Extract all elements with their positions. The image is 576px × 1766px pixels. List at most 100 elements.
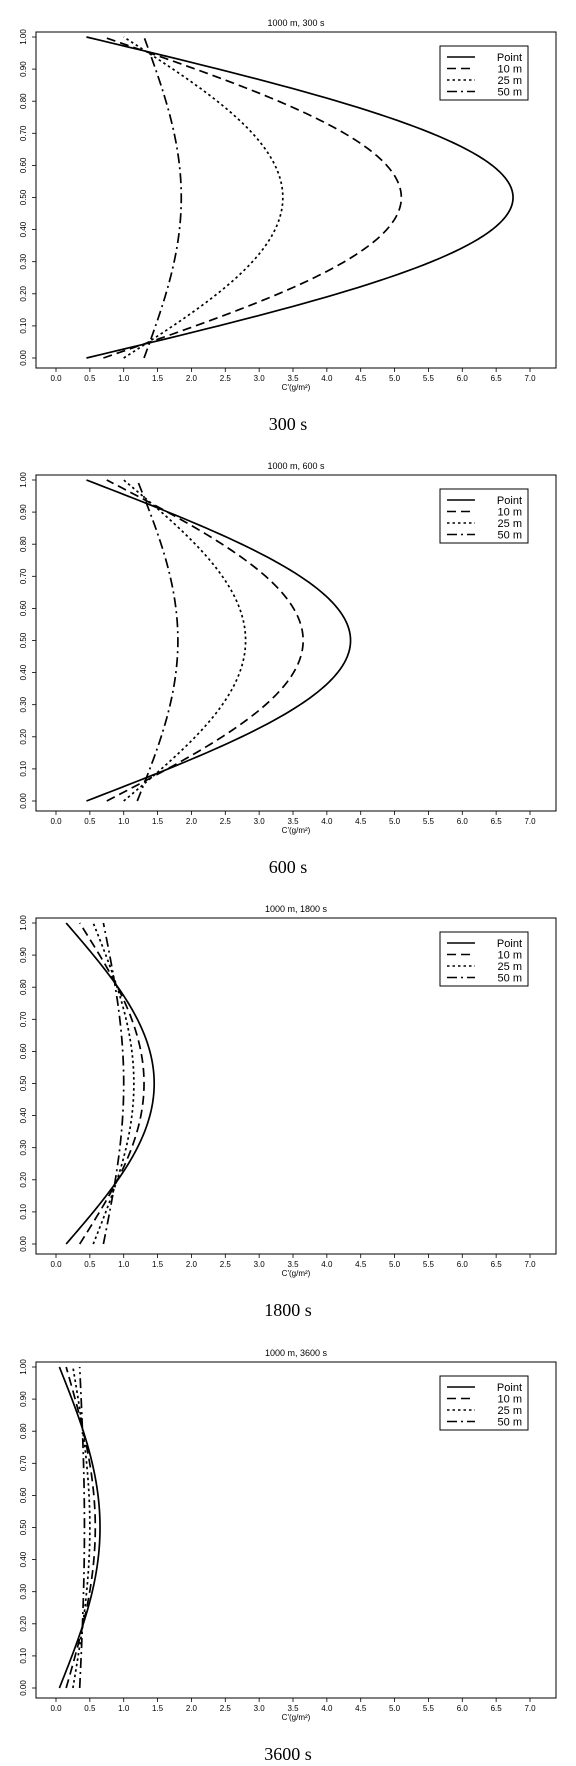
series-line-point [65,922,156,1245]
x-axis-label: C'(g/m²) [282,383,311,392]
y-tick-label: 0.20 [19,1615,28,1631]
y-tick-label: 0.20 [19,285,28,301]
y-tick-label: 0.50 [19,1519,28,1535]
x-tick-label: 6.0 [457,1704,469,1713]
x-tick-label: 7.0 [524,1260,536,1269]
x-tick-label: 0.5 [84,817,96,826]
y-tick-label: 0.00 [19,793,28,809]
legend-label: Point [497,1382,522,1394]
y-tick-label: 0.50 [19,1075,28,1091]
y-tick-label: 0.70 [19,125,28,141]
x-tick-label: 4.5 [355,817,367,826]
x-tick-label: 5.5 [423,374,435,383]
legend-label: 50 m [498,1417,522,1429]
legend-label: 25 m [498,961,522,973]
x-tick-label: 4.5 [355,374,367,383]
x-tick-label: 3.0 [254,817,266,826]
series-line-25-m [72,1366,91,1689]
x-tick-label: 5.0 [389,817,401,826]
x-tick-label: 0.0 [50,374,62,383]
y-tick-label: 0.40 [19,1107,28,1123]
x-tick-label: 0.5 [84,1704,96,1713]
y-tick-label: 0.60 [19,600,28,616]
y-tick-label: 0.00 [19,350,28,366]
chart-title: 1000 m, 600 s [267,461,325,471]
x-tick-label: 2.0 [186,817,198,826]
y-tick-label: 0.70 [19,568,28,584]
series-line-10-m [103,36,403,359]
x-tick-label: 4.5 [355,1704,367,1713]
x-tick-label: 1.0 [118,374,130,383]
x-tick-label: 1.5 [152,1260,164,1269]
x-tick-label: 6.5 [491,1704,503,1713]
caption-1800s: 1800 s [264,1300,312,1320]
x-tick-label: 6.5 [491,374,503,383]
y-tick-label: 1.00 [19,915,28,931]
y-tick-label: 0.10 [19,1648,28,1664]
plot-frame [35,1361,557,1699]
x-tick-label: 4.0 [321,1704,333,1713]
series-line-point [86,479,352,802]
chart-title: 1000 m, 1800 s [265,904,328,914]
chart-3: 1000 m, 3600 s 0.00 0.10 0.20 0.30 0.40 0.50 0.… [19,1348,557,1722]
x-tick-label: 6.0 [457,817,469,826]
x-tick-label: 5.5 [423,1704,435,1713]
plot-frame [35,31,557,369]
legend-label: 50 m [498,973,522,985]
legend-label: 25 m [498,1405,522,1417]
series-line-25-m [123,36,284,359]
y-tick-label: 1.00 [19,472,28,488]
x-tick-label: 3.5 [287,374,299,383]
x-tick-label: 6.0 [457,374,469,383]
y-tick-label: 0.80 [19,1423,28,1439]
y-tick-label: 0.50 [19,189,28,205]
legend-label: 10 m [498,1394,522,1406]
caption-300s: 300 s [268,414,308,434]
series-line-25-m [123,479,247,802]
chart-0: 1000 m, 300 s 0.00 0.10 0.20 0.30 0.40 0.50 0.6… [19,18,557,392]
x-tick-label: 5.5 [423,817,435,826]
y-tick-label: 0.90 [19,947,28,963]
x-tick-label: 1.5 [152,374,164,383]
series-line-point [86,36,514,359]
y-tick-label: 0.30 [19,696,28,712]
x-tick-label: 3.0 [254,374,266,383]
x-axis-label: C'(g/m²) [282,1269,311,1278]
series-line-50-m [143,36,183,359]
x-tick-label: 4.0 [321,1260,333,1269]
legend-label: 50 m [498,530,522,542]
x-tick-label: 2.5 [220,817,232,826]
y-tick-label: 0.80 [19,536,28,552]
x-tick-label: 2.5 [220,1260,232,1269]
x-tick-label: 4.0 [321,817,333,826]
x-tick-label: 3.5 [287,1704,299,1713]
series-line-10-m [65,1366,97,1689]
y-tick-label: 0.60 [19,1487,28,1503]
y-tick-label: 0.40 [19,221,28,237]
x-tick-label: 7.0 [524,1704,536,1713]
x-tick-label: 0.5 [84,374,96,383]
x-tick-label: 1.0 [118,1704,130,1713]
legend-label: Point [497,52,522,64]
y-tick-label: 0.30 [19,1139,28,1155]
x-tick-label: 5.0 [389,1704,401,1713]
plot-frame [35,474,557,812]
x-axis-label: C'(g/m²) [282,826,311,835]
legend-label: 10 m [498,64,522,76]
x-tick-label: 5.0 [389,1260,401,1269]
x-axis-label: C'(g/m²) [282,1713,311,1722]
x-tick-label: 5.5 [423,1260,435,1269]
legend-label: 25 m [498,75,522,87]
x-tick-label: 2.0 [186,1260,198,1269]
x-tick-label: 5.0 [389,374,401,383]
x-tick-label: 7.0 [524,817,536,826]
series-line-point [58,1366,101,1689]
caption-600s: 600 s [268,857,308,877]
x-tick-label: 6.5 [491,817,503,826]
x-tick-label: 3.5 [287,817,299,826]
series-line-25-m [92,922,135,1245]
x-tick-label: 0.0 [50,1260,62,1269]
y-tick-label: 0.40 [19,1551,28,1567]
y-tick-label: 0.20 [19,1171,28,1187]
